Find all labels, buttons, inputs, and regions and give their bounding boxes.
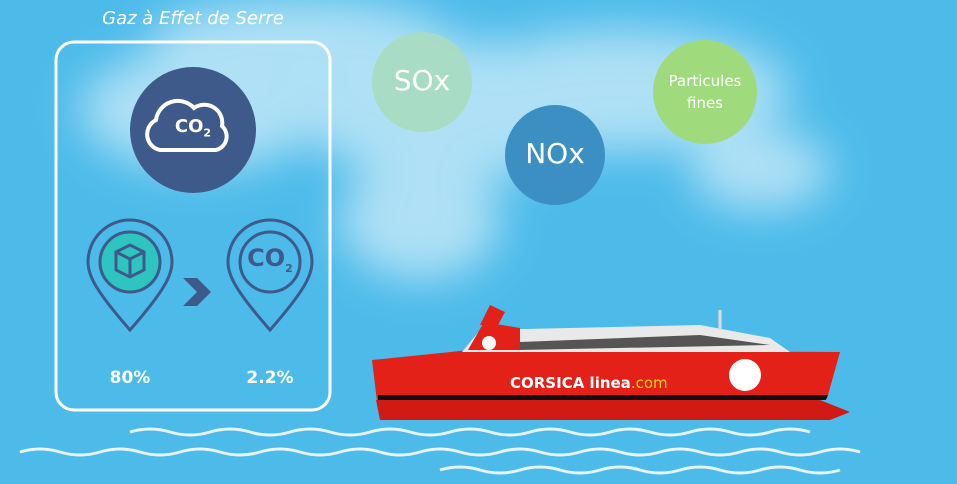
pin-value: 2.2% — [230, 368, 310, 388]
pin-co2-sub: 2 — [285, 262, 293, 275]
box-title: Gaz à Effet de Serre — [56, 8, 330, 29]
bubble-label: Particules fines — [660, 70, 750, 114]
pin-co2-label: CO2 — [240, 244, 300, 275]
pin-value: 80% — [90, 368, 170, 388]
illustration — [0, 0, 957, 484]
brand: CORSICA — [510, 374, 584, 392]
co2-sub: 2 — [203, 127, 211, 140]
brand-suffix: .com — [631, 374, 668, 392]
arrow — [183, 278, 211, 306]
ship — [372, 305, 850, 420]
brand-name: linea — [590, 374, 631, 392]
ship-brand: CORSICA linea.com — [510, 374, 700, 392]
co2-main: CO — [175, 116, 204, 137]
bubble-label: NOx — [505, 137, 605, 170]
bubble-label: SOx — [372, 64, 472, 97]
infographic: Gaz à Effet de Serre CO2 CO2 80% 2.2% SO… — [0, 0, 957, 484]
pin-co2-main: CO — [247, 244, 285, 272]
waves — [20, 429, 860, 473]
co2-label: CO2 — [163, 116, 223, 140]
